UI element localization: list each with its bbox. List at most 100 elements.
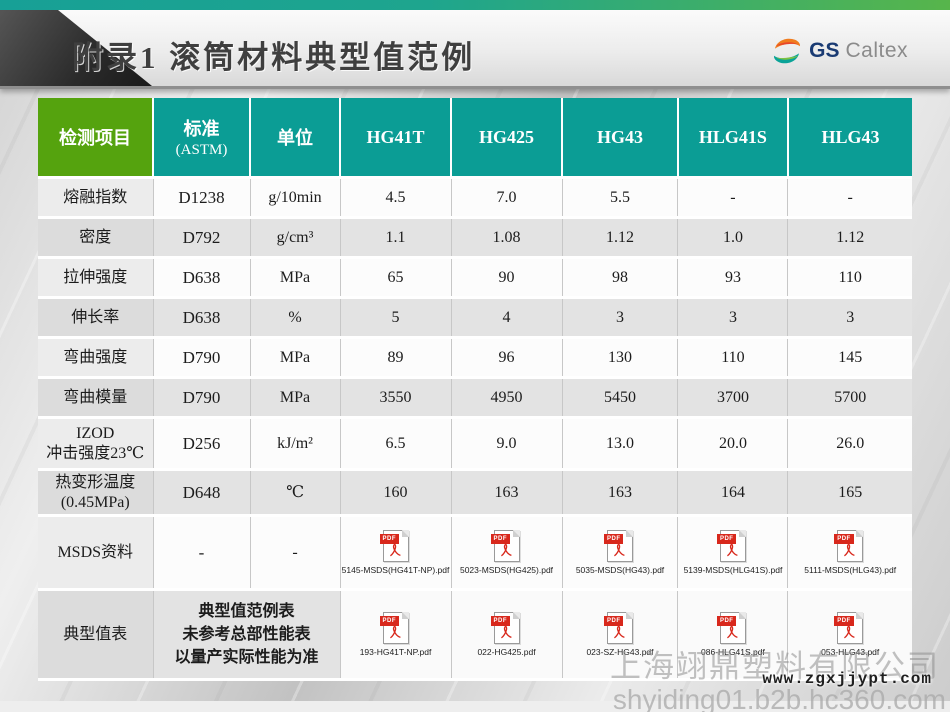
table-header-row: 检测项目 标准 (ASTM) 单位 HG41T HG425 HG43 HLG41S HLG43 <box>38 98 912 179</box>
table-row: IZOD 冲击强度23℃ D256 kJ/m² 6.5 9.0 13.0 20.0 26.0 <box>38 417 912 471</box>
standard-cell: - <box>153 515 251 591</box>
pdf-ribbon-glyph <box>613 625 625 639</box>
table-row: 熔融指数 D1238 g/10min 4.5 7.0 5.5- - <box>38 177 912 219</box>
pdf-badge-label: PDF <box>603 533 624 544</box>
pdf-icon: PDF <box>834 529 864 562</box>
pdf-ribbon-glyph <box>844 625 855 639</box>
pdf-file[interactable]: PDF 5023-MSDS(HG425).pdf <box>452 529 562 576</box>
pdf-file[interactable]: PDF 053-HLG43.pdf <box>788 611 912 658</box>
pdf-ribbon-glyph <box>844 543 855 557</box>
pdf-file-name: 5139-MSDS(HLG41S).pdf <box>683 564 783 575</box>
value-cell: 65 <box>340 257 452 299</box>
pdf-file[interactable]: PDF 086-HLG41S.pdf <box>678 611 787 658</box>
material-properties-table: 检测项目 标准 (ASTM) 单位 HG41T HG425 HG43 HLG41S HLG43 熔… <box>38 98 912 681</box>
pdf-file[interactable]: PDF 022-HG425.pdf <box>452 611 562 658</box>
item-cell: 典型值表 <box>38 589 154 681</box>
pdf-ribbon-glyph <box>389 543 401 557</box>
standard-cell: D790 <box>153 337 251 379</box>
standard-cell: D638 <box>153 297 251 339</box>
value-cell: 130 <box>562 337 679 379</box>
value-cell: 1.12 <box>787 217 912 259</box>
pdf-ribbon-glyph <box>389 625 401 639</box>
pdf-file-name: 5145-MSDS(HG41T-NP).pdf <box>341 564 450 575</box>
value-cell: 3700 <box>677 377 789 419</box>
pdf-icon: PDF <box>490 529 520 562</box>
item-cell: 伸长率 <box>38 297 154 339</box>
pdf-file-cell: PDF 053-HLG43.pdf <box>787 589 912 681</box>
value-cell: 90 <box>451 257 563 299</box>
column-header-label: HG43 <box>596 126 643 147</box>
value-cell: 3550 <box>340 377 452 419</box>
table-row: 拉伸强度 D638 MPa 65 90 98 93 110 <box>38 257 912 299</box>
column-header-HG43: HG43 <box>562 98 679 179</box>
pdf-ribbon-glyph <box>613 543 625 557</box>
value-cell: 93 <box>677 257 789 299</box>
standard-cell: D648 <box>153 469 251 517</box>
pdf-ribbon-glyph <box>726 543 738 557</box>
pdf-file-cell: PDF 5111-MSDS(HLG43).pdf <box>787 515 912 591</box>
unit-cell: ℃ <box>250 469 341 517</box>
column-header-sub: (ASTM) <box>175 142 228 158</box>
pdf-file[interactable]: PDF 5111-MSDS(HLG43).pdf <box>788 529 912 576</box>
pdf-file-cell: PDF 5023-MSDS(HG425).pdf <box>451 515 563 591</box>
pdf-file-cell: PDF 5145-MSDS(HG41T-NP).pdf <box>340 515 452 591</box>
value-cell: 5 <box>340 297 452 339</box>
value-cell: 1.08 <box>451 217 563 259</box>
column-header-label: 单位 <box>277 128 314 148</box>
standard-cell: D790 <box>153 377 251 419</box>
pdf-file-name: 193-HG41T-NP.pdf <box>359 646 432 657</box>
pdf-file[interactable]: PDF 193-HG41T-NP.pdf <box>341 611 451 658</box>
value-cell: 3 <box>562 297 679 339</box>
pdf-ribbon-glyph <box>500 543 512 557</box>
logo-text-gs: GS <box>809 39 840 62</box>
pdf-badge-label: PDF <box>379 533 400 544</box>
value-cell: 89 <box>340 337 452 379</box>
pdf-file-name: 022-HG425.pdf <box>477 646 536 657</box>
item-cell: IZOD 冲击强度23℃ <box>38 417 154 471</box>
column-header-HG41T: HG41T <box>340 98 453 179</box>
pdf-file-cell: PDF 023-SZ-HG43.pdf <box>562 589 679 681</box>
value-cell: 7.0 <box>451 177 563 219</box>
typical-value-row: 典型值表 典型值范例表 未参考总部性能表 以量产实际性能为准 PDF 193-HG41… <box>38 589 912 681</box>
pdf-file-cell: PDF 5139-MSDS(HLG41S).pdf <box>677 515 789 591</box>
pdf-file[interactable]: PDF 5139-MSDS(HLG41S).pdf <box>678 529 787 576</box>
value-cell: 3 <box>787 297 912 339</box>
value-cell: 9.0 <box>451 417 563 471</box>
table-row: 热变形温度 (0.45MPa) D648 ℃ 160 163 163 164 165 <box>38 469 912 517</box>
value-cell: 98 <box>562 257 679 299</box>
table-row: 弯曲强度 D790 MPa 89 96 130 110 145 <box>38 337 912 379</box>
pdf-icon: PDF <box>379 611 409 644</box>
logo-text-caltex: Caltex <box>845 39 908 62</box>
column-header-检测项目: 检测项目 <box>38 98 155 179</box>
pdf-file-cell: PDF 5035-MSDS(HG43).pdf <box>562 515 679 591</box>
value-cell: 163 <box>562 469 679 517</box>
unit-cell: - <box>250 515 341 591</box>
value-cell: 96 <box>451 337 563 379</box>
pdf-file[interactable]: PDF 5145-MSDS(HG41T-NP).pdf <box>341 529 451 576</box>
pdf-icon: PDF <box>379 529 409 562</box>
unit-cell: % <box>250 297 341 339</box>
pdf-file[interactable]: PDF 023-SZ-HG43.pdf <box>563 611 678 658</box>
item-cell: 密度 <box>38 217 154 259</box>
column-header-label: HLG41S <box>698 126 767 147</box>
column-header-label: 检测项目 <box>59 128 131 148</box>
title-banner: 附录1 滚筒材料典型值范例 <box>0 10 950 89</box>
value-cell: 1.0 <box>677 217 789 259</box>
pdf-file-cell: PDF 193-HG41T-NP.pdf <box>340 589 452 681</box>
value-cell: 1.1 <box>340 217 452 259</box>
pdf-icon: PDF <box>603 529 633 562</box>
pdf-file-name: 023-SZ-HG43.pdf <box>586 646 654 657</box>
pdf-icon: PDF <box>834 611 864 644</box>
pdf-file[interactable]: PDF 5035-MSDS(HG43).pdf <box>563 529 678 576</box>
value-cell: 13.0 <box>562 417 679 471</box>
value-cell: 20.0 <box>677 417 789 471</box>
pdf-icon: PDF <box>603 611 633 644</box>
pdf-file-name: 053-HLG43.pdf <box>821 646 880 657</box>
pdf-file-cell: PDF 086-HLG41S.pdf <box>677 589 789 681</box>
pdf-badge-label: PDF <box>834 615 854 626</box>
msds-row: MSDS资料 - - PDF 5145-MSDS(HG41T-NP).pdf PDF 502… <box>38 515 912 591</box>
column-header-HLG43: HLG43 <box>787 98 912 179</box>
pdf-badge-label: PDF <box>603 615 624 626</box>
pdf-file-cell: PDF 022-HG425.pdf <box>451 589 563 681</box>
